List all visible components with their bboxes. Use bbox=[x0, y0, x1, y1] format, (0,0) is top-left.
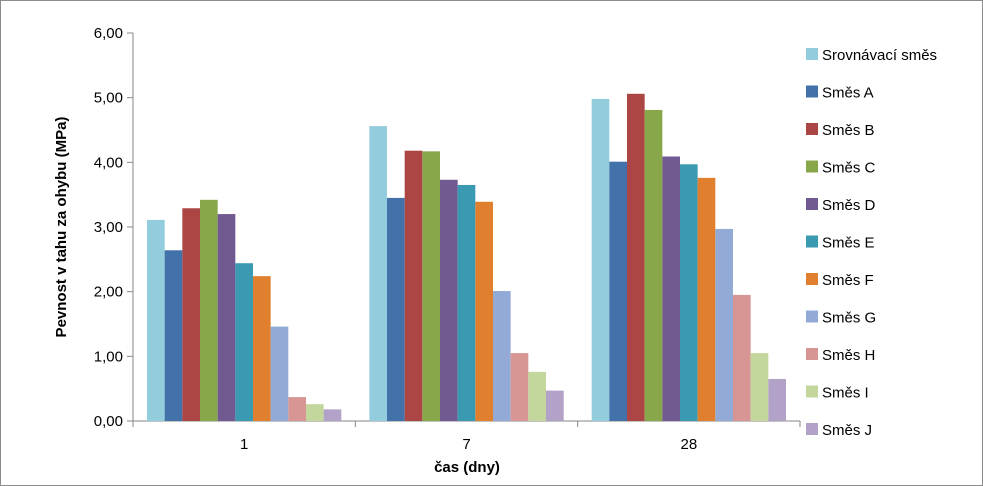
y-tick-label: 1,00 bbox=[94, 348, 123, 365]
bar bbox=[182, 208, 200, 421]
bar bbox=[288, 397, 306, 421]
legend-label: Směs A bbox=[822, 85, 874, 102]
bar bbox=[697, 177, 716, 421]
y-axis-title: Pevnost v tahu za ohybu (MPa) bbox=[53, 117, 70, 338]
bar bbox=[680, 164, 698, 422]
legend-label: Směs E bbox=[822, 235, 875, 252]
legend-swatch bbox=[806, 48, 818, 60]
bar bbox=[662, 156, 680, 421]
x-tick-label: 7 bbox=[462, 436, 470, 453]
y-tick-label: 5,00 bbox=[94, 90, 123, 107]
legend-swatch bbox=[806, 198, 818, 210]
bar bbox=[270, 326, 289, 421]
y-tick-label: 2,00 bbox=[94, 284, 123, 301]
y-axis: 0,00 1,00 2,00 3,00 4,00 5,00 6,00 bbox=[94, 25, 134, 430]
legend-swatch bbox=[806, 310, 818, 323]
bar bbox=[750, 353, 769, 421]
legend-swatch bbox=[806, 273, 818, 285]
bar bbox=[404, 150, 423, 421]
bars bbox=[147, 93, 786, 422]
bar bbox=[440, 179, 458, 421]
legend-label: Směs C bbox=[822, 160, 876, 177]
bar bbox=[510, 353, 529, 421]
bar bbox=[323, 409, 342, 421]
legend-label: Směs I bbox=[822, 385, 869, 402]
x-tick-label: 1 bbox=[240, 436, 248, 453]
bar bbox=[306, 404, 324, 421]
legend-label: Směs D bbox=[822, 197, 876, 214]
bar bbox=[715, 228, 733, 421]
bar bbox=[591, 98, 610, 422]
bar bbox=[733, 294, 751, 421]
bar bbox=[235, 263, 253, 421]
legend-swatch bbox=[806, 348, 818, 360]
bar bbox=[422, 151, 440, 421]
legend-label: Směs B bbox=[822, 122, 875, 139]
bar bbox=[253, 276, 271, 421]
legend-swatch bbox=[806, 385, 818, 398]
bar bbox=[369, 126, 387, 422]
y-tick-label: 4,00 bbox=[94, 154, 123, 171]
bar bbox=[200, 199, 218, 421]
legend-label: Směs J bbox=[822, 422, 872, 439]
legend-swatch bbox=[806, 160, 818, 173]
legend-swatch bbox=[806, 423, 818, 435]
bar bbox=[147, 219, 165, 421]
bar bbox=[475, 201, 493, 421]
legend-label: Směs G bbox=[822, 310, 876, 327]
legend-label: Směs H bbox=[822, 347, 875, 364]
bar bbox=[387, 197, 405, 421]
bar bbox=[217, 214, 236, 421]
bar bbox=[627, 93, 645, 421]
bar bbox=[546, 390, 564, 421]
legend-swatch bbox=[806, 123, 818, 135]
y-tick-label: 3,00 bbox=[94, 219, 123, 236]
legend-swatch bbox=[806, 85, 818, 98]
bar bbox=[493, 291, 511, 421]
legend-label: Směs F bbox=[822, 272, 874, 289]
legend: Srovnávací směs Směs A Směs B Směs C Směs D S… bbox=[806, 47, 937, 439]
bar bbox=[768, 378, 786, 421]
bar bbox=[457, 184, 476, 421]
y-tick-label: 0,00 bbox=[94, 413, 123, 430]
y-tick-label: 6,00 bbox=[94, 25, 123, 42]
bar bbox=[164, 250, 183, 421]
legend-swatch bbox=[806, 235, 818, 248]
bar bbox=[609, 161, 627, 422]
x-axis-title: čas (dny) bbox=[434, 459, 500, 476]
x-tick-label: 28 bbox=[680, 436, 697, 453]
bar bbox=[528, 371, 546, 421]
legend-label: Srovnávací směs bbox=[822, 47, 937, 64]
bar bbox=[644, 109, 663, 421]
